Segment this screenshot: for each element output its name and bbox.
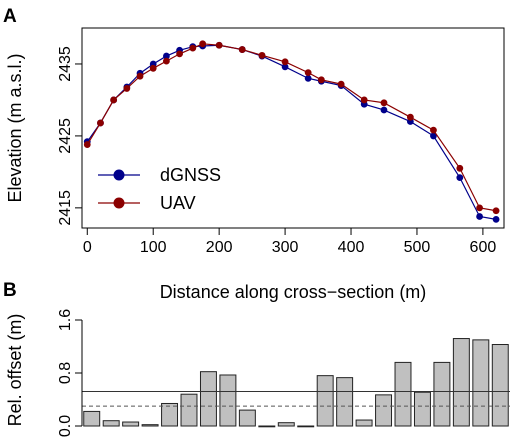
bar [83, 410, 101, 427]
data-point-uav [189, 44, 197, 52]
data-point-uav [456, 164, 464, 172]
data-point-dgnss [163, 52, 170, 60]
bar [336, 377, 354, 427]
data-point-uav [492, 207, 500, 215]
data-point-dgnss [476, 213, 484, 220]
data-point-uav [337, 80, 345, 88]
bar [199, 371, 217, 427]
data-point-dgnss [304, 74, 312, 82]
data-point-uav [110, 96, 118, 104]
y-tick-label: 2435 [57, 46, 74, 82]
panel-a-label: A [3, 6, 17, 27]
bar [452, 338, 470, 427]
bar [277, 422, 295, 427]
data-point-uav [360, 96, 368, 104]
data-point-dgnss [430, 132, 437, 140]
bar [394, 361, 412, 427]
x-tick-label: 600 [470, 239, 497, 256]
bar [102, 420, 120, 427]
legend-marker-dgnss [113, 169, 125, 181]
y-tick-label: 2415 [57, 190, 74, 226]
data-point-dgnss [492, 215, 500, 223]
y-tick-label: 2425 [57, 118, 74, 154]
bar [141, 424, 159, 427]
plot-frame [81, 27, 505, 229]
bar [297, 425, 315, 428]
data-point-uav [199, 40, 207, 48]
data-point-dgnss [380, 106, 388, 114]
data-point-uav [258, 51, 266, 59]
bar [472, 339, 490, 427]
bar [375, 394, 393, 427]
data-point-uav [97, 119, 104, 127]
data-point-uav [317, 76, 325, 84]
data-point-uav [215, 41, 223, 49]
data-point-dgnss [281, 63, 289, 71]
x-tick-label: 100 [140, 239, 167, 256]
data-point-uav [136, 72, 144, 80]
data-point-dgnss [456, 174, 464, 182]
data-point-uav [83, 141, 91, 148]
y-tick-label: 0.8 [57, 362, 74, 384]
panel-b-label: B [3, 280, 17, 301]
data-point-uav [304, 69, 312, 77]
data-point-uav [476, 204, 484, 212]
bar [238, 409, 256, 427]
x-axis-title: Distance along cross−section (m) [160, 282, 427, 302]
bar [491, 344, 509, 427]
bar [258, 425, 276, 428]
x-tick-label: 0 [83, 239, 92, 256]
x-tick-label: 500 [404, 239, 431, 256]
data-point-uav [430, 126, 437, 134]
data-point-uav [281, 58, 289, 66]
bar [180, 393, 198, 427]
x-tick-label: 200 [206, 239, 233, 256]
data-point-uav [406, 113, 414, 121]
y-axis-title: Elevation (m a.s.l.) [5, 53, 25, 202]
legend-marker-uav [113, 197, 125, 209]
y-tick-label: 1.6 [57, 309, 74, 331]
legend-label-uav: UAV [160, 193, 196, 213]
data-point-uav [238, 46, 246, 53]
data-point-uav [176, 50, 183, 58]
bar [316, 375, 334, 427]
bar [122, 421, 140, 427]
data-point-uav [380, 99, 388, 107]
bar [355, 419, 373, 427]
x-tick-label: 300 [272, 239, 299, 256]
x-tick-label: 400 [338, 239, 365, 256]
bar [219, 374, 237, 427]
elevation-profile-chart: 0 100 200 300 400 500 600 2415 2425 2435 Distance … [5, 27, 505, 302]
data-point-uav [163, 57, 170, 65]
bar [161, 402, 179, 427]
data-point-uav [123, 85, 131, 92]
y-axis-title: Rel. offset (m) [5, 314, 25, 427]
bar [433, 361, 451, 427]
bar [413, 391, 431, 427]
relative-offset-chart: 0.0 0.8 1.6 Rel. offset (m) [5, 309, 510, 437]
y-tick-label: 0.0 [57, 415, 74, 437]
data-point-uav [149, 64, 157, 72]
legend-label-dgnss: dGNSS [160, 165, 221, 185]
